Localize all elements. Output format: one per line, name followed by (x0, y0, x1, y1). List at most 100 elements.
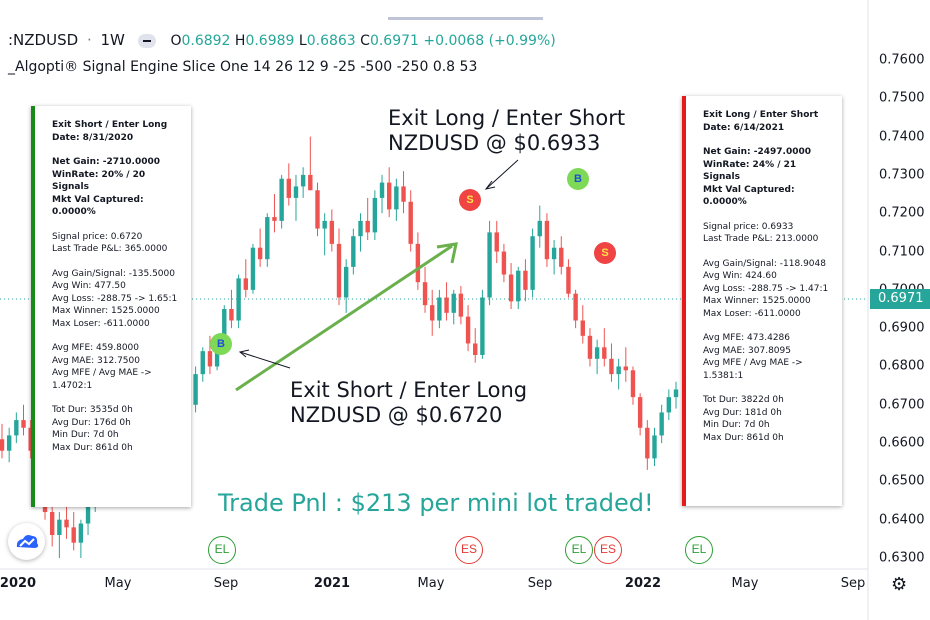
candle-body (21, 420, 26, 428)
min-dur: Min Dur: 7d 0h (52, 430, 119, 440)
exit-short-marker[interactable]: ES (594, 536, 622, 564)
candle-body (0, 439, 5, 451)
candle-body (57, 519, 62, 536)
candle-body (623, 366, 629, 371)
sell-signal-badge[interactable]: S (459, 189, 481, 211)
exit-long-marker[interactable]: EL (565, 536, 593, 564)
y-tick-label: 0.7400 (879, 129, 925, 145)
candle-body (250, 247, 256, 290)
candle-body (78, 523, 84, 543)
high-value: 0.6989 (245, 33, 295, 49)
collapse-icon[interactable] (137, 33, 156, 48)
open-label: O (170, 33, 182, 49)
candle-body (64, 519, 69, 528)
long-annotation-line1: Exit Short / Enter Long (290, 378, 528, 402)
exit-long-marker[interactable]: EL (685, 536, 713, 564)
avg-loss: Avg Loss: -288.75 -> 1.47:1 (703, 283, 829, 294)
candle-body (523, 270, 528, 290)
candle-body (279, 178, 284, 221)
candle-body (293, 186, 299, 198)
candle-body (630, 370, 636, 398)
candle-body (444, 297, 449, 313)
x-tick-label: May (731, 576, 759, 591)
max-loser: Max Loser: -611.0000 (703, 308, 801, 319)
y-tick-label: 0.7300 (879, 167, 925, 183)
candle-body (322, 220, 327, 229)
candle-body (300, 174, 306, 187)
short-annotation-line2: NZDUSD @ $0.6933 (388, 131, 601, 155)
candle-body (272, 217, 277, 221)
tradingview-logo-button[interactable] (8, 523, 45, 560)
candle-body (207, 351, 213, 367)
exit-long-marker[interactable]: EL (208, 536, 236, 564)
candle-body (645, 427, 650, 459)
candle-body (566, 266, 571, 294)
gear-icon[interactable]: ⚙ (891, 574, 908, 594)
y-tick-label: 0.6600 (879, 435, 925, 451)
candle-body (573, 293, 578, 321)
candle-body (480, 297, 485, 355)
high-label: H (234, 33, 246, 49)
exit-short-marker[interactable]: ES (455, 536, 483, 564)
candle-body (351, 236, 356, 267)
x-tick-label: 2020 (0, 576, 37, 591)
stats-panel-long: Exit Short / Enter Long Date: 8/31/2020 … (31, 106, 191, 507)
candle-body (365, 220, 370, 233)
candle-body (243, 278, 248, 290)
low-value: 0.6863 (306, 33, 356, 49)
y-tick-label: 0.6400 (879, 512, 925, 528)
symbol-name[interactable]: :NZDUSD (8, 31, 79, 49)
close-value: 0.6971 (369, 33, 419, 49)
buy-signal-badge[interactable]: B (567, 168, 589, 190)
candle-body (71, 527, 76, 543)
candle-body (401, 186, 406, 202)
candle-body (530, 236, 535, 290)
candle-body (430, 305, 435, 321)
avg-gain: Avg Gain/Signal: -118.9048 (703, 258, 826, 269)
avg-win: Avg Win: 424.60 (703, 271, 777, 281)
candle-body (308, 174, 313, 191)
candle-body (458, 293, 464, 317)
candle-body (329, 220, 335, 244)
low-label: L (298, 33, 307, 49)
max-winner: Max Winner: 1525.0000 (52, 306, 160, 316)
max-dur: Max Dur: 861d 0h (52, 442, 133, 453)
buy-signal-badge[interactable]: B (210, 333, 232, 355)
candle-body (200, 351, 205, 375)
trend-arrow (235, 242, 458, 392)
mfe-mae-label: Avg MFE / Avg MAE -> (703, 358, 803, 368)
candle-body (587, 335, 593, 359)
indicator-legend[interactable]: _Algopti® Signal Engine Slice One 14 26 … (8, 59, 478, 75)
short-entry-annotation: Exit Long / Enter Short NZDUSD @ $0.6933 (388, 106, 625, 156)
last-price-tag: 0.6971 (870, 289, 930, 309)
sell-signal-badge[interactable]: S (594, 242, 616, 264)
mkt-val-pct: 0.0000% (52, 207, 96, 217)
candle-body (673, 389, 679, 398)
tot-dur: Tot Dur: 3822d 0h (703, 395, 784, 405)
candle-body (487, 232, 492, 298)
candle-body (14, 420, 19, 436)
candle-body (214, 343, 220, 367)
long-entry-annotation: Exit Short / Enter Long NZDUSD @ $0.6720 (290, 378, 527, 428)
candle-body (494, 232, 499, 252)
interval-label[interactable]: 1W (100, 31, 125, 49)
symbol-header: :NZDUSD · 1W O0.6892 H0.6989 L0.6863 C0.… (8, 31, 556, 49)
mfe-mae-label: Avg MFE / Avg MAE -> (52, 368, 152, 378)
candle-body (229, 309, 234, 321)
avg-dur: Avg Dur: 181d 0h (703, 407, 782, 418)
winrate: WinRate: 20% / 20 (52, 169, 146, 180)
candle-body (594, 347, 600, 359)
ohlc-readout: O0.6892 H0.6989 L0.6863 C0.6971 +0.0068 … (170, 33, 555, 49)
top-tab-indicator (388, 17, 543, 20)
candle-body (501, 251, 507, 275)
candle-body (236, 278, 241, 321)
long-annotation-line2: NZDUSD @ $0.6720 (290, 403, 503, 427)
signals-label: Signals (52, 182, 89, 192)
x-tick-label: Sep (527, 576, 553, 591)
net-gain: Net Gain: -2710.0000 (52, 157, 161, 167)
candle-body (372, 197, 378, 233)
candle-body (473, 343, 478, 355)
signal-price: Signal price: 0.6933 (703, 221, 794, 232)
avg-gain: Avg Gain/Signal: -135.5000 (52, 268, 175, 279)
panel-date: Date: 6/14/2021 (703, 122, 785, 133)
